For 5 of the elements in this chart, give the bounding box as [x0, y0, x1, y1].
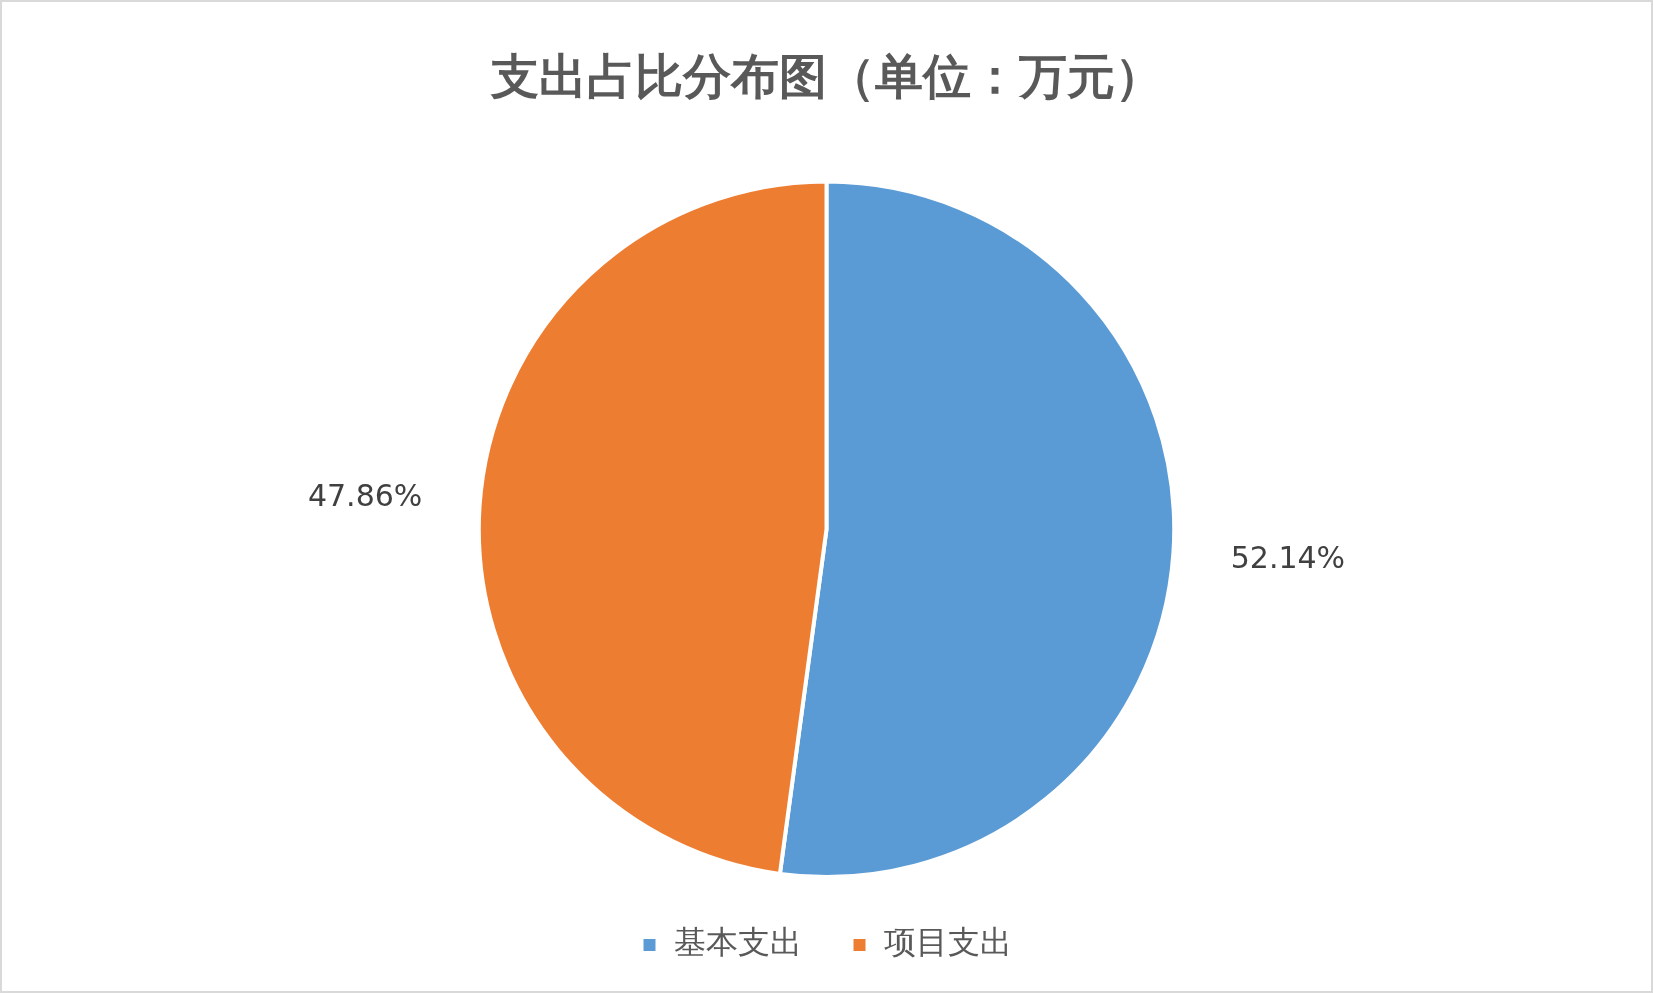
data-label: 52.14% [1230, 540, 1346, 576]
legend-label: 项目支出 [883, 923, 1012, 962]
data-label: 47.86% [307, 478, 423, 514]
legend-label: 基本支出 [673, 923, 802, 962]
chart-title: 支出占比分布图（单位：万元） [489, 48, 1163, 105]
